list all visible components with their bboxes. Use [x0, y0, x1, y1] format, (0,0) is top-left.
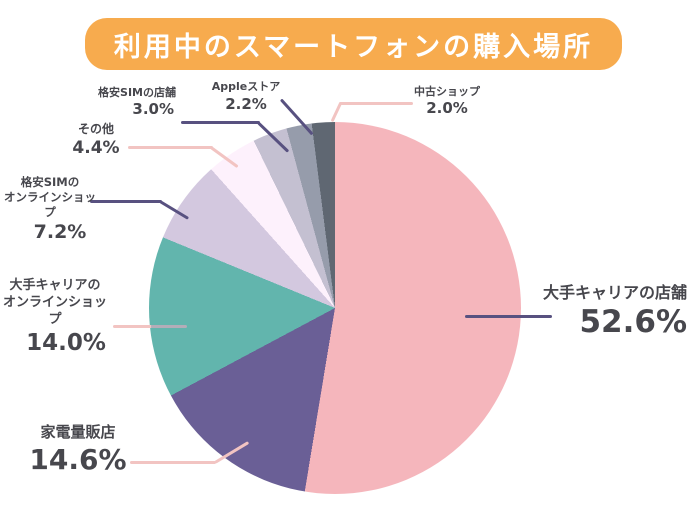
leader-line-other-horizontal [128, 146, 213, 149]
leader-line-cheapsim-online-horizontal [90, 200, 162, 203]
callout-other: その他 4.4% [58, 122, 134, 159]
slice-percentage: 14.0% [26, 329, 106, 356]
slice-percentage: 3.0% [132, 100, 174, 119]
slice-label: 家電量販店 [40, 423, 116, 441]
leader-line-electronics-horizontal [130, 461, 216, 464]
slice-percentage: 7.2% [33, 220, 87, 243]
callout-carrier-online-shop: 大手キャリアの オンラインショップ 14.0% [2, 278, 108, 357]
slice-label-line1: 格安SIMの [20, 175, 80, 189]
page-title: 利用中のスマートフォンの購入場所 [85, 18, 622, 70]
leader-line-carrier-online-outer [113, 325, 152, 328]
slice-label-line2: オンラインショップ [2, 294, 107, 327]
slice-label: その他 [77, 122, 114, 136]
slice-percentage: 52.6% [579, 303, 687, 340]
slice-label-line1: 大手キャリアの [9, 278, 101, 293]
slice-percentage: 14.6% [29, 442, 127, 476]
slice-label-line2: オンラインショップ [4, 189, 96, 219]
slice-percentage: 2.0% [426, 99, 468, 118]
callout-cheapsim-online-shop: 格安SIMの オンラインショップ 7.2% [0, 175, 100, 245]
slice-label: 格安SIMの店舗 [98, 86, 176, 99]
callout-electronics-store: 家電量販店 14.6% [28, 423, 128, 476]
callout-carrier-store: 大手キャリアの店舗 52.6% [543, 283, 687, 341]
leader-line-cheapsim-store-horizontal [181, 121, 260, 124]
slice-label: 大手キャリアの店舗 [542, 283, 687, 302]
leader-line-carrier-online-inner [151, 325, 187, 328]
slice-percentage: 4.4% [72, 137, 120, 158]
pie-chart [149, 122, 521, 494]
leader-line-carrier-store [465, 315, 552, 318]
slice-percentage: 2.2% [225, 95, 267, 114]
slice-label: Appleストア [211, 80, 281, 93]
leader-line-used-horizontal [339, 102, 413, 105]
slice-label: 中古ショップ [414, 85, 480, 98]
callout-cheapsim-store: 格安SIMの店舗 3.0% [98, 86, 176, 120]
callout-used-shop: 中古ショップ 2.0% [408, 85, 486, 119]
callout-apple-store: Appleストア 2.2% [208, 80, 284, 115]
